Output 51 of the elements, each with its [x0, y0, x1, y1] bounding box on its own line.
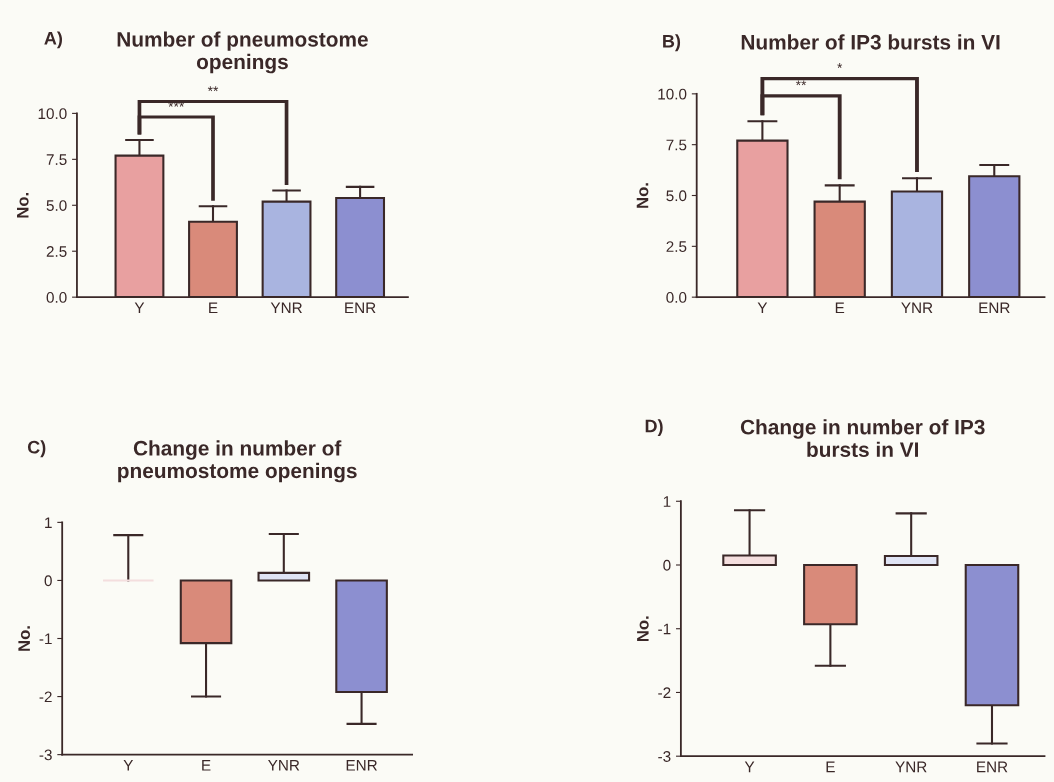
text: B): [663, 34, 681, 52]
x-tick-label: YNR: [901, 302, 933, 314]
x-tick-label: Y: [757, 302, 768, 314]
x-tick-label: ENR: [346, 760, 377, 771]
chart-title: Number of IP3 bursts in VI: [741, 34, 1000, 50]
y-tick-label: -2: [658, 687, 671, 698]
y-tick-label: 0: [663, 559, 671, 571]
y-tick-label: 0.0: [666, 292, 687, 303]
chart-title: Change in number of pneumostome openings: [118, 440, 357, 483]
y-tick-label: -1: [39, 633, 52, 645]
y-tick-label: 5.0: [46, 200, 67, 211]
x-tick-label: Y: [123, 760, 134, 771]
x-tick-label: ENR: [977, 761, 1008, 773]
x-tick-label: Y: [744, 761, 755, 773]
y-tick-label: 5.0: [666, 190, 687, 202]
chart-title: Change in number of IP3 bursts in VI: [740, 419, 985, 458]
y-tick-label: 10.0: [38, 108, 67, 120]
y-axis-title: No.: [636, 183, 649, 208]
y-tick-label: 1: [45, 517, 52, 528]
text: C): [27, 440, 46, 458]
x-tick-label: YNR: [268, 760, 300, 771]
y-tick-label: 0: [44, 575, 52, 587]
x-tick-label: ENR: [345, 302, 376, 314]
y-tick-label: -2: [39, 691, 52, 703]
x-tick-label: E: [202, 760, 211, 771]
y-axis-title: No.: [637, 616, 649, 642]
x-tick-label: E: [826, 761, 835, 773]
text: D): [645, 419, 663, 437]
y-tick-label: 7.5: [666, 139, 687, 151]
text: *: [837, 63, 843, 68]
x-tick-label: YNR: [895, 761, 927, 773]
x-tick-label: YNR: [270, 302, 302, 314]
y-tick-label: -3: [658, 751, 671, 762]
x-tick-label: ENR: [979, 302, 1010, 314]
text: **: [795, 80, 807, 86]
y-tick-label: 2.5: [666, 241, 687, 253]
x-tick-label: E: [209, 302, 218, 314]
y-tick-label: 7.5: [46, 154, 67, 166]
x-tick-label: E: [835, 302, 845, 314]
y-axis-title: No.: [17, 193, 29, 218]
y-tick-label: 10.0: [658, 88, 687, 100]
y-tick-label: 0.0: [46, 292, 67, 303]
y-axis-title: No.: [18, 626, 31, 651]
y-tick-label: 2.5: [46, 246, 67, 257]
y-tick-label: 1: [663, 496, 671, 507]
y-tick-label: -3: [39, 749, 52, 761]
text: **: [207, 86, 219, 92]
x-tick-label: Y: [134, 302, 145, 314]
text: A): [44, 31, 62, 49]
chart-title: Number of pneumostome openings: [117, 31, 368, 74]
y-tick-label: -1: [658, 623, 671, 635]
